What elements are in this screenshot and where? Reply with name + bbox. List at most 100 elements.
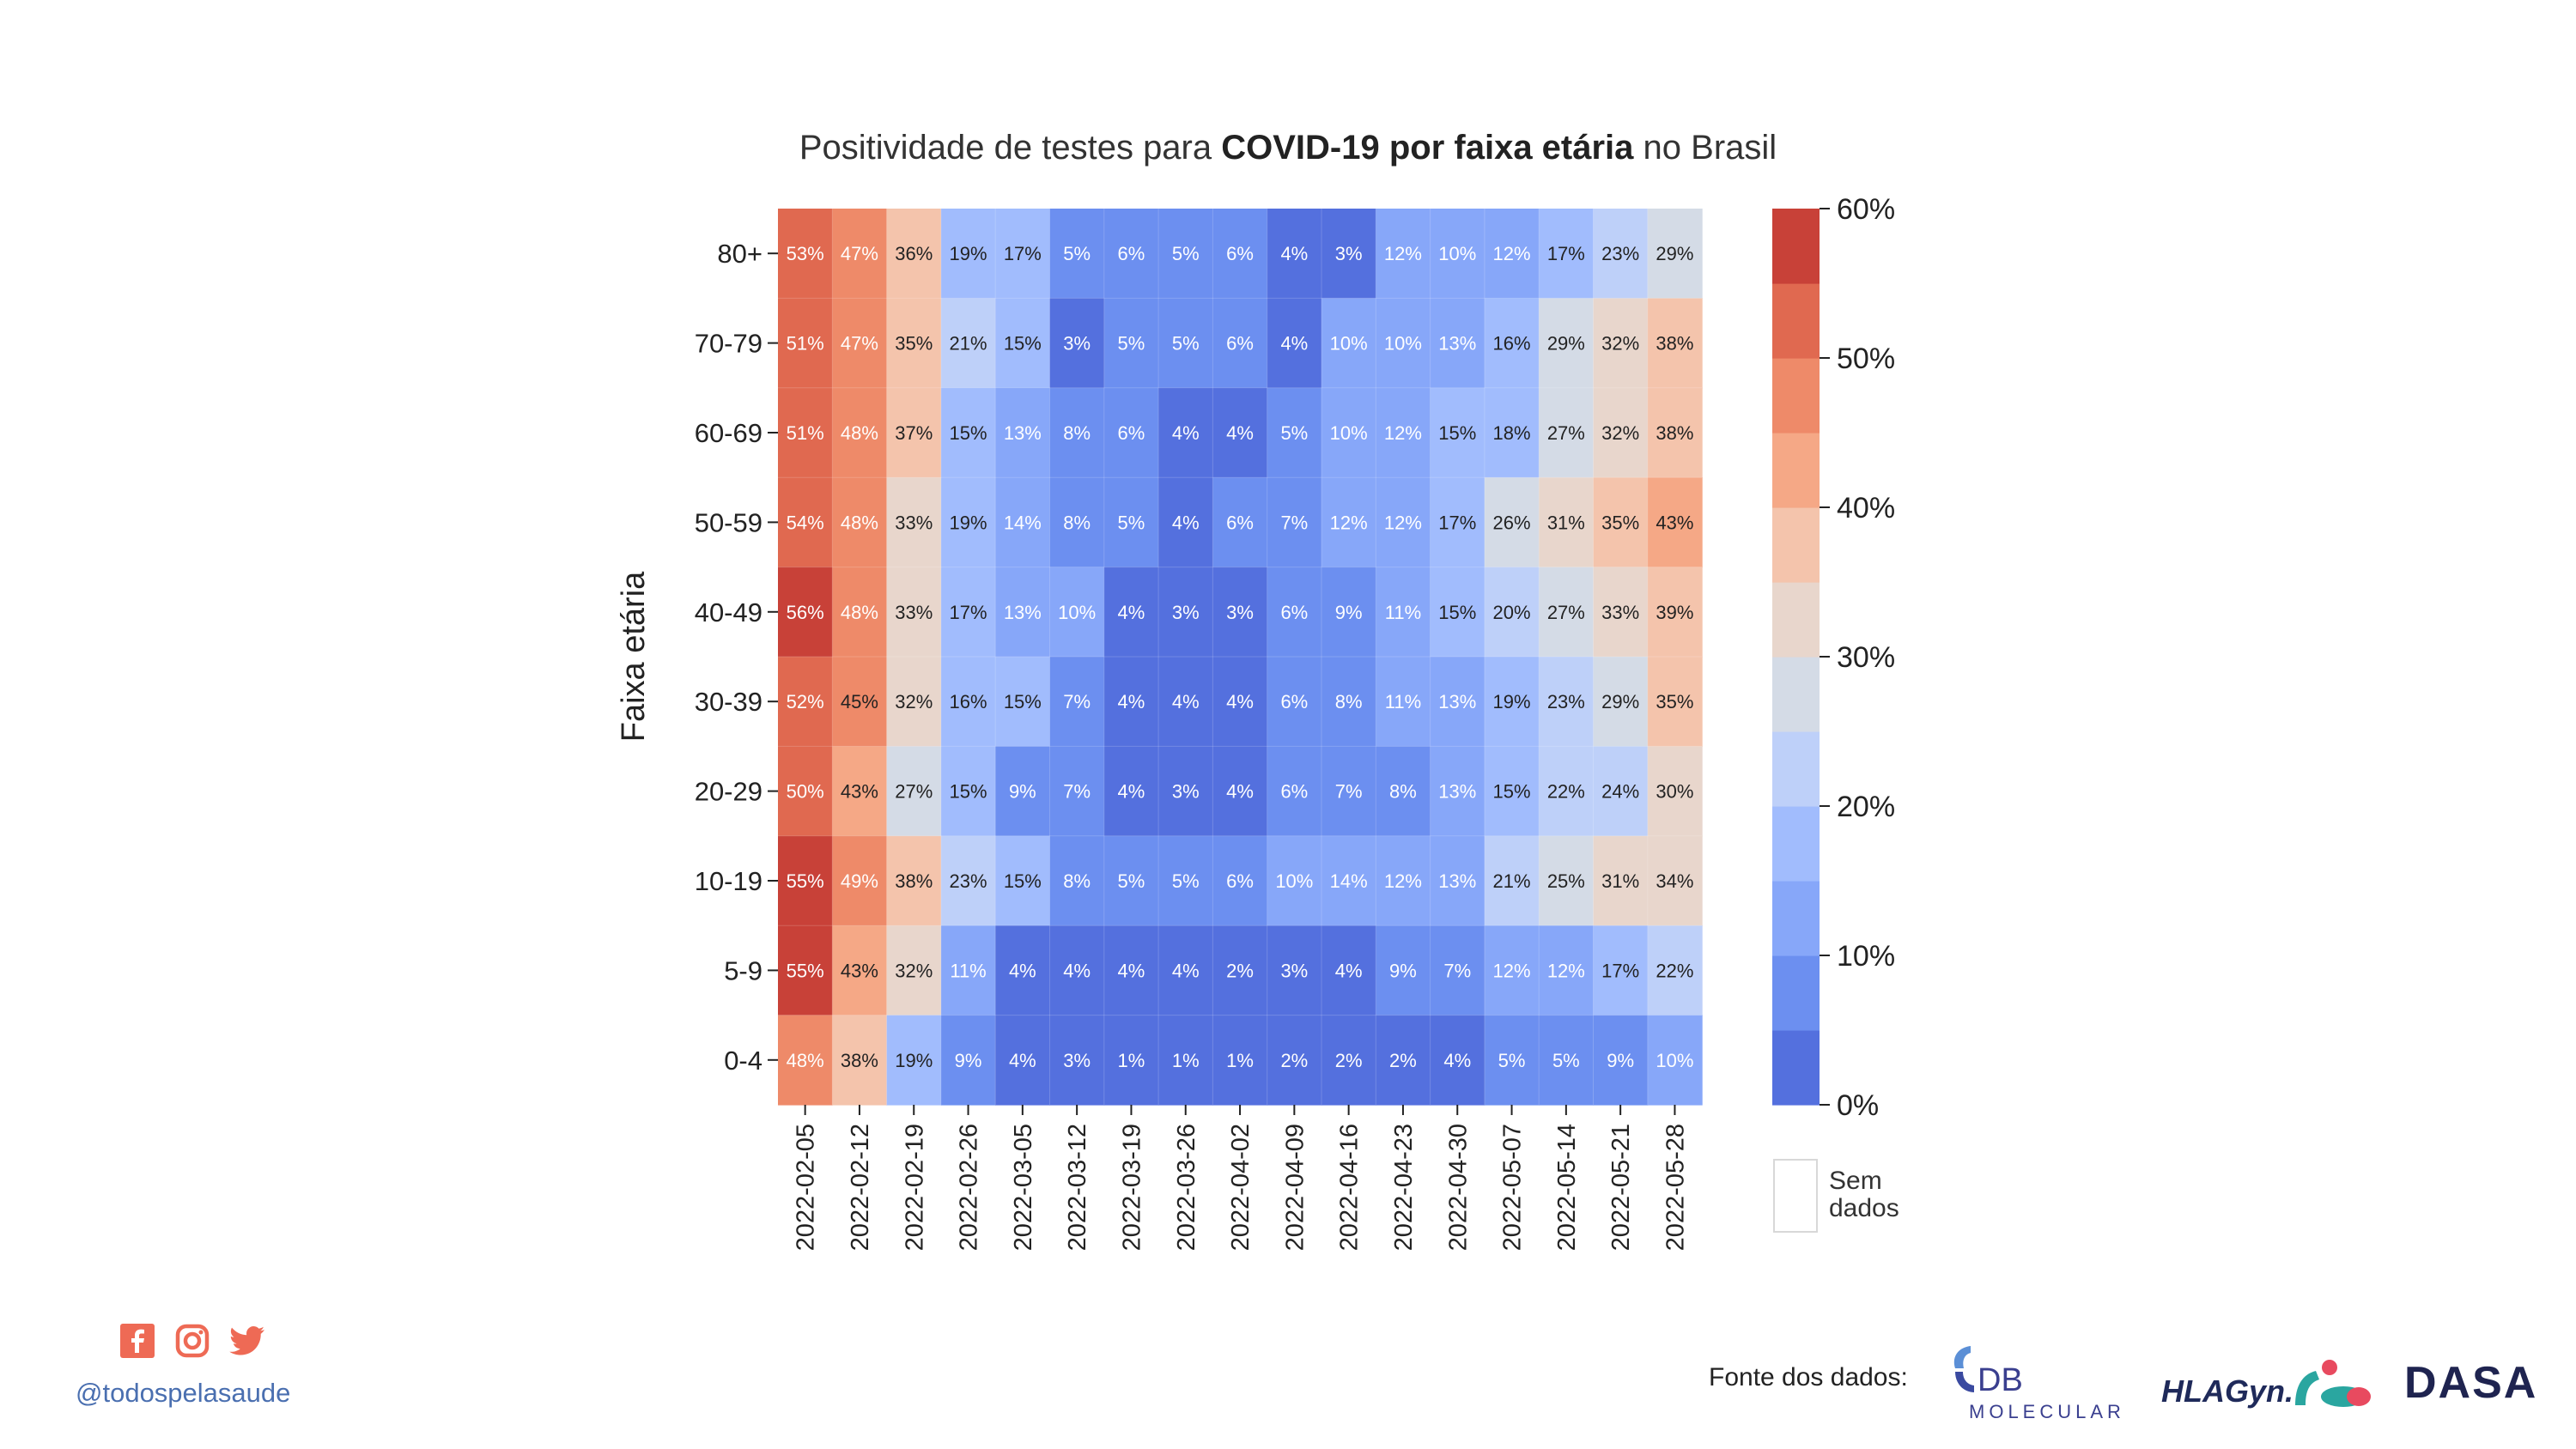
cell-value-label: 5% xyxy=(1118,512,1145,533)
cell-value-label: 19% xyxy=(895,1050,933,1071)
cell-value-label: 8% xyxy=(1389,781,1417,803)
cell-value-label: 6% xyxy=(1280,691,1308,712)
db-logo-text: DB xyxy=(1978,1362,2023,1398)
heatmap-cell xyxy=(1593,1015,1649,1106)
heatmap-cell xyxy=(1376,298,1431,389)
cell-value-label: 35% xyxy=(895,333,933,355)
colorbar-tick-label: 50% xyxy=(1837,343,1895,375)
heatmap-cell xyxy=(1267,657,1322,747)
heatmap-cell xyxy=(1647,835,1703,926)
heatmap-cell xyxy=(940,835,996,926)
x-tick-label: 2022-02-12 xyxy=(847,1124,874,1251)
cell-value-label: 43% xyxy=(841,781,878,803)
facebook-icon[interactable] xyxy=(118,1322,156,1360)
cell-value-label: 12% xyxy=(1493,960,1531,981)
cell-value-label: 10% xyxy=(1275,870,1313,892)
heatmap-cell xyxy=(1212,925,1268,1016)
cell-value-label: 6% xyxy=(1226,512,1254,533)
heatmap-cell xyxy=(1158,657,1213,747)
colorbar-segment xyxy=(1772,582,1820,658)
colorbar-segment xyxy=(1772,955,1820,1031)
heatmap-cell xyxy=(1593,477,1649,568)
cell-value-label: 3% xyxy=(1063,333,1091,355)
heatmap-cell xyxy=(1647,1015,1703,1106)
cell-value-label: 27% xyxy=(1547,602,1585,623)
nodata-label: Sem xyxy=(1829,1167,1882,1195)
cell-value-label: 10% xyxy=(1438,243,1476,264)
cell-value-label: 9% xyxy=(1335,602,1363,623)
cell-value-label: 17% xyxy=(1547,243,1585,264)
heatmap-cell xyxy=(1647,925,1703,1016)
heatmap-cell xyxy=(1593,298,1649,389)
x-tick-label: 2022-05-28 xyxy=(1662,1124,1689,1251)
heatmap-cell xyxy=(995,209,1051,299)
cell-value-label: 30% xyxy=(1656,781,1693,803)
cell-value-label: 55% xyxy=(787,960,824,981)
heatmap-cell xyxy=(1049,657,1105,747)
heatmap-cell xyxy=(778,298,833,389)
dasa-logo: DASA xyxy=(2404,1355,2542,1410)
instagram-icon[interactable] xyxy=(173,1322,211,1360)
twitter-icon[interactable] xyxy=(228,1322,266,1360)
cell-value-label: 7% xyxy=(1063,691,1091,712)
cell-value-label: 37% xyxy=(895,422,933,444)
heatmap-cell xyxy=(1539,1015,1595,1106)
cell-value-label: 32% xyxy=(895,691,933,712)
y-axis-label: Faixa etária xyxy=(616,571,652,742)
cell-value-label: 15% xyxy=(950,422,987,444)
heatmap-cell xyxy=(995,298,1051,389)
cell-value-label: 4% xyxy=(1280,333,1308,355)
cell-value-label: 8% xyxy=(1063,870,1091,892)
cell-value-label: 47% xyxy=(841,243,878,264)
heatmap-cell xyxy=(995,1015,1051,1106)
y-tick-label: 0-4 xyxy=(724,1046,762,1076)
heatmap-cell xyxy=(940,298,996,389)
cell-value-label: 10% xyxy=(1330,333,1368,355)
cell-value-label: 33% xyxy=(895,602,933,623)
cell-value-label: 33% xyxy=(1601,602,1639,623)
cell-value-label: 3% xyxy=(1335,243,1363,264)
cell-value-label: 4% xyxy=(1118,960,1145,981)
heatmap-cell xyxy=(1049,209,1105,299)
cell-value-label: 54% xyxy=(787,512,824,533)
heatmap-cell xyxy=(1321,657,1376,747)
y-tick-label: 20-29 xyxy=(695,777,762,807)
db-molecular-logo: DB MOLECULAR xyxy=(1945,1339,2151,1425)
cell-value-label: 50% xyxy=(787,781,824,803)
heatmap-cell xyxy=(940,746,996,837)
cell-value-label: 53% xyxy=(787,243,824,264)
heatmap-cell xyxy=(940,567,996,658)
heatmap-cell xyxy=(1212,209,1268,299)
cell-value-label: 19% xyxy=(950,243,987,264)
cell-value-label: 38% xyxy=(1656,333,1693,355)
heatmap-cell xyxy=(1539,746,1595,837)
cell-value-label: 5% xyxy=(1118,333,1145,355)
heatmap-cell xyxy=(1267,567,1322,658)
cell-value-label: 8% xyxy=(1063,422,1091,444)
heatmap-cell xyxy=(832,298,888,389)
cell-value-label: 17% xyxy=(1601,960,1639,981)
cell-value-label: 29% xyxy=(1547,333,1585,355)
cell-value-label: 23% xyxy=(1547,691,1585,712)
cell-value-label: 49% xyxy=(841,870,878,892)
cell-value-label: 3% xyxy=(1280,960,1308,981)
heatmap-cell xyxy=(995,835,1051,926)
chart-title: Positividade de testes para COVID-19 por… xyxy=(0,129,2576,167)
heatmap-cell xyxy=(1430,835,1485,926)
cell-value-label: 4% xyxy=(1443,1050,1471,1071)
heatmap-cell xyxy=(832,387,888,478)
heatmap-cell xyxy=(1267,387,1322,478)
colorbar-segment xyxy=(1772,806,1820,882)
colorbar-segment xyxy=(1772,283,1820,359)
cell-value-label: 22% xyxy=(1656,960,1693,981)
cell-value-label: 11% xyxy=(1385,602,1421,623)
heatmap-cell xyxy=(1321,835,1376,926)
cell-value-label: 9% xyxy=(1009,781,1036,803)
heatmap-cell xyxy=(886,477,942,568)
heatmap-cell xyxy=(1647,567,1703,658)
heatmap-cell xyxy=(1321,387,1376,478)
heatmap-cell xyxy=(1158,387,1213,478)
social-handle[interactable]: @todospelasaude xyxy=(76,1378,291,1408)
social-links xyxy=(118,1322,266,1360)
cell-value-label: 7% xyxy=(1063,781,1091,803)
